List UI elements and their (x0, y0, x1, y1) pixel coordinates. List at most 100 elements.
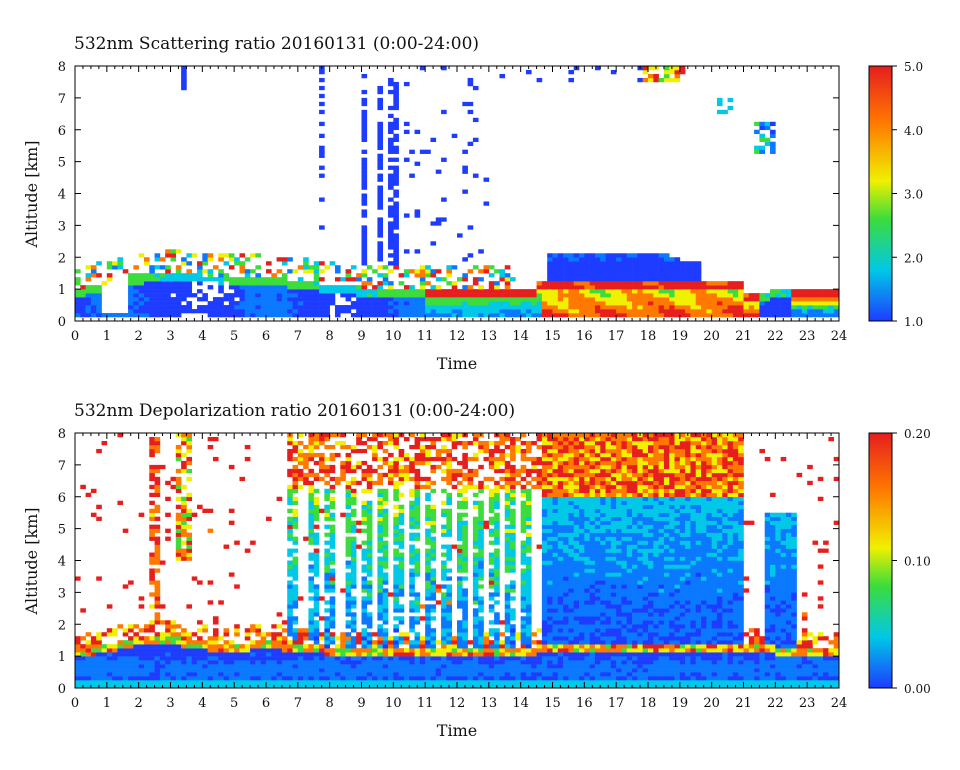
heatmap-cell (260, 301, 267, 306)
heatmap-cell (467, 109, 474, 115)
heatmap-cell (462, 668, 468, 673)
heatmap-cell (748, 297, 755, 302)
heatmap-cell (425, 444, 431, 450)
heatmap-cell (308, 508, 315, 513)
x-tick-label: 17 (608, 329, 625, 344)
heatmap-cell (398, 456, 405, 462)
heatmap-cell (536, 468, 543, 474)
heatmap-cell (483, 201, 490, 206)
heatmap-cell (441, 560, 447, 565)
heatmap-cell (345, 608, 352, 613)
heatmap-cell (520, 684, 527, 689)
heatmap-cell (547, 273, 553, 278)
heatmap-cell (287, 616, 293, 621)
heatmap-cell (510, 508, 516, 513)
heatmap-cell (228, 644, 235, 649)
heatmap-cell (372, 676, 378, 681)
heatmap-cell (154, 492, 161, 498)
heatmap-cell (382, 540, 389, 545)
heatmap-cell (287, 568, 293, 573)
heatmap-cell (308, 672, 315, 677)
heatmap-cell (297, 305, 304, 310)
heatmap-cell (425, 520, 431, 525)
heatmap-cell (313, 664, 320, 669)
heatmap-cell (441, 672, 447, 677)
heatmap-cell (785, 293, 792, 298)
heatmap-cell (679, 269, 686, 274)
heatmap-cell (181, 460, 187, 466)
heatmap-cell (255, 293, 261, 298)
heatmap-cell (228, 520, 235, 525)
heatmap-cell (552, 676, 559, 681)
heatmap-cell (451, 472, 458, 478)
heatmap-cell (393, 253, 399, 258)
heatmap-cell (377, 153, 384, 158)
heatmap-cell (255, 309, 261, 314)
heatmap-cell (478, 572, 484, 577)
heatmap-cell (504, 600, 511, 605)
heatmap-cell (494, 516, 500, 521)
heatmap-cell (260, 293, 267, 298)
heatmap-cell (754, 145, 760, 150)
heatmap-cell (446, 676, 452, 681)
heatmap-cell (218, 257, 224, 262)
heatmap-cell (441, 568, 447, 573)
heatmap-cell (303, 456, 309, 462)
heatmap-cell (499, 460, 506, 466)
heatmap-cell (149, 560, 155, 565)
heatmap-cell (403, 285, 410, 290)
heatmap-cell (319, 468, 325, 474)
heatmap-cell (340, 652, 346, 657)
heatmap-cell (175, 496, 182, 502)
heatmap-cell (138, 297, 145, 302)
heatmap-cell (446, 265, 452, 270)
heatmap-cell (685, 297, 691, 302)
heatmap-cell (494, 464, 500, 470)
heatmap-cell (112, 265, 118, 270)
heatmap-cell (525, 628, 532, 633)
heatmap-cell (579, 265, 585, 270)
heatmap-cell (128, 676, 134, 681)
heatmap-cell (425, 564, 431, 569)
heatmap-cell (361, 488, 368, 494)
heatmap-cell (414, 660, 421, 665)
heatmap-cell (361, 197, 368, 202)
heatmap-cell (239, 265, 246, 270)
heatmap-cell (143, 660, 150, 665)
heatmap-cell (345, 516, 352, 521)
heatmap-cell (446, 456, 452, 462)
heatmap-cell (462, 652, 468, 657)
heatmap-cell (250, 540, 256, 545)
heatmap-cell (170, 289, 177, 294)
heatmap-cell (186, 289, 193, 294)
heatmap-cell (552, 265, 559, 270)
heatmap-cell (504, 624, 511, 629)
heatmap-cell (541, 476, 548, 482)
heatmap-cell (663, 253, 670, 258)
heatmap-cell (419, 636, 426, 641)
heatmap-cell (382, 608, 389, 613)
heatmap-cell (96, 676, 102, 681)
heatmap-cell (117, 680, 124, 685)
heatmap-cell (430, 297, 437, 302)
heatmap-cell (149, 592, 155, 597)
heatmap-cell (589, 277, 596, 282)
heatmap-cell (361, 640, 368, 645)
heatmap-cell (674, 309, 681, 314)
heatmap-cell (472, 433, 479, 438)
heatmap-cell (775, 293, 781, 298)
heatmap-cell (96, 305, 102, 310)
heatmap-cell (547, 512, 553, 517)
heatmap-cell (239, 660, 246, 665)
heatmap-cell (621, 253, 628, 258)
heatmap-cell (594, 257, 601, 262)
heatmap-cell (388, 121, 394, 127)
heatmap-cell (350, 620, 357, 625)
heatmap-cell (685, 265, 691, 270)
heatmap-cell (377, 684, 384, 689)
heatmap-cell (159, 464, 166, 470)
heatmap-cell (292, 305, 299, 310)
heatmap-cell (366, 664, 373, 669)
heatmap-cell (716, 97, 723, 103)
heatmap-cell (165, 672, 171, 677)
